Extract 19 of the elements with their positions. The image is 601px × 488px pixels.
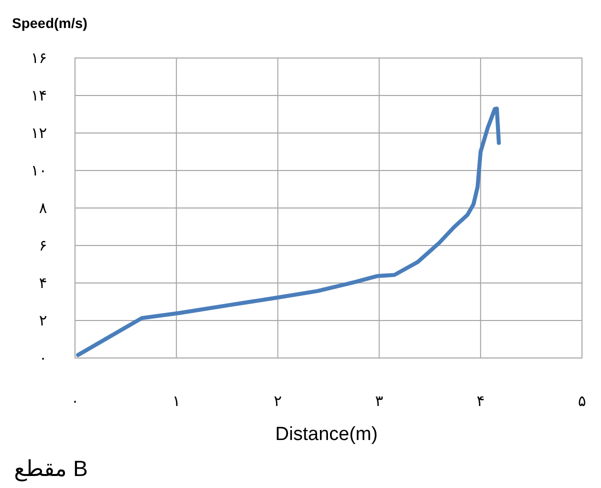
y-axis-title: Speed(m/s) — [12, 15, 88, 31]
y-tick-label: ۱۴ — [30, 86, 47, 104]
y-tick-label: ۸ — [38, 199, 47, 217]
x-tick-label: ۲ — [274, 392, 282, 410]
x-tick-label: ۵ — [578, 392, 586, 410]
x-tick-label: ۴ — [476, 392, 485, 410]
x-tick-label: ۱ — [172, 392, 180, 410]
x-axis-title: Distance(m) — [275, 424, 378, 445]
x-tick-label: ۰ — [70, 392, 80, 410]
y-tick-label: ۰ — [38, 349, 47, 367]
y-tick-label: ۴ — [38, 274, 47, 292]
text: مقطع B — [14, 456, 88, 482]
x-tick-label: ۳ — [375, 392, 384, 410]
line-series — [76, 106, 501, 357]
y-tick-label: ۱۰ — [30, 162, 47, 180]
y-tick-label: ۶ — [38, 236, 47, 254]
y-tick-label: ۱۶ — [30, 49, 47, 67]
y-tick-label: ۱۲ — [30, 124, 47, 142]
y-tick-label: ۲ — [38, 312, 47, 330]
